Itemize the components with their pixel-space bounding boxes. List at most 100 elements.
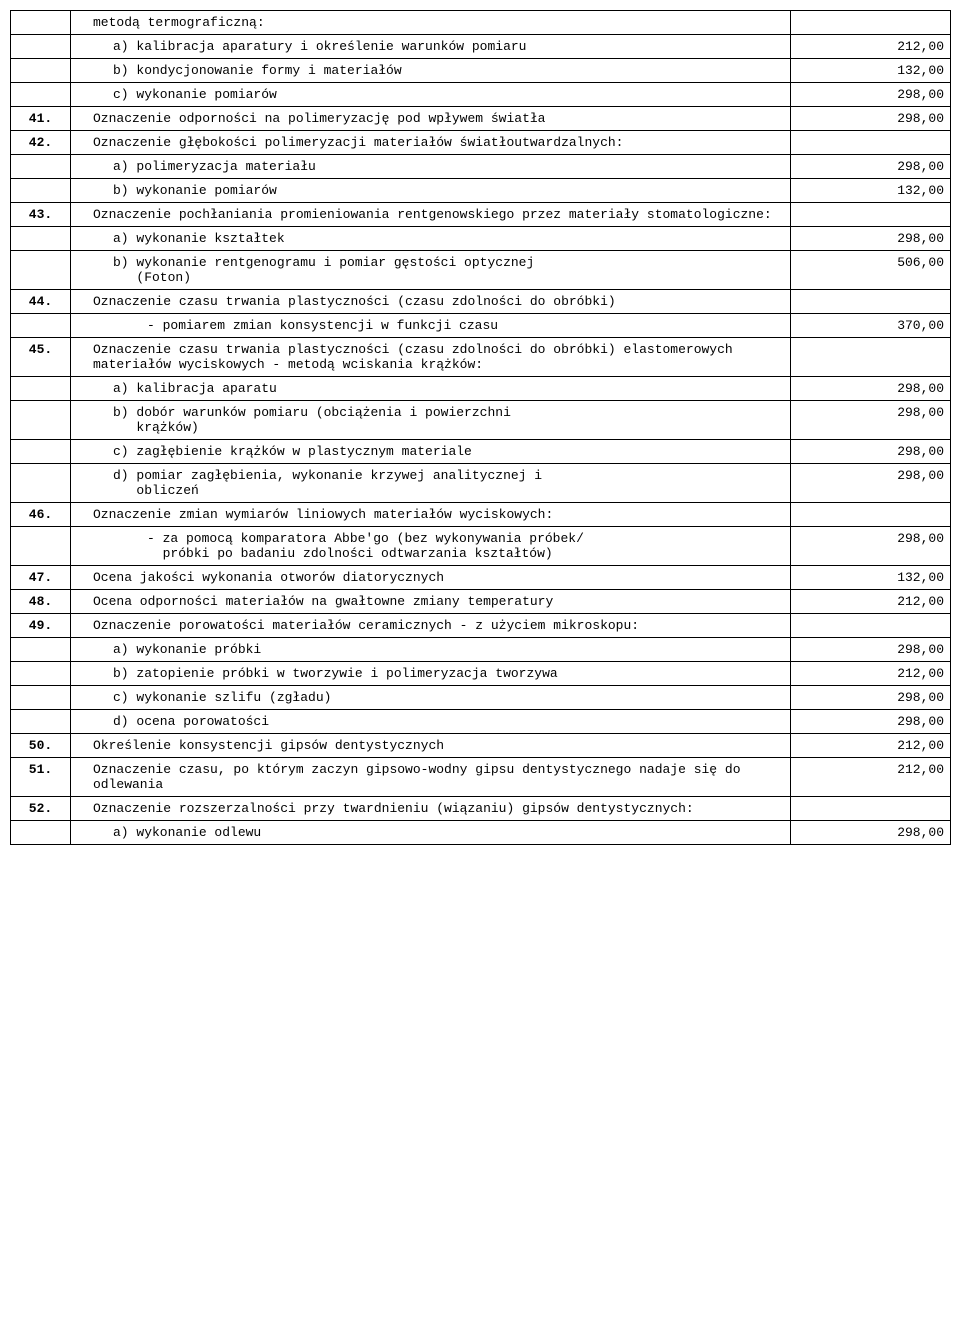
row-price: 506,00 [791, 251, 951, 290]
row-number [11, 464, 71, 503]
row-price: 212,00 [791, 662, 951, 686]
row-number [11, 401, 71, 440]
row-price [791, 131, 951, 155]
row-description: Określenie konsystencji gipsów dentystyc… [71, 734, 791, 758]
table-row: metodą termograficzną: [11, 11, 951, 35]
table-row: a) wykonanie próbki298,00 [11, 638, 951, 662]
row-number [11, 377, 71, 401]
row-description: b) wykonanie rentgenogramu i pomiar gęst… [71, 251, 791, 290]
row-number [11, 686, 71, 710]
row-price: 298,00 [791, 821, 951, 845]
table-row: d) ocena porowatości298,00 [11, 710, 951, 734]
row-description: a) wykonanie odlewu [71, 821, 791, 845]
row-description: a) kalibracja aparatu [71, 377, 791, 401]
row-description: c) wykonanie pomiarów [71, 83, 791, 107]
row-description: a) polimeryzacja materiału [71, 155, 791, 179]
row-number [11, 35, 71, 59]
row-description: b) zatopienie próbki w tworzywie i polim… [71, 662, 791, 686]
row-price: 298,00 [791, 227, 951, 251]
table-row: 44.Oznaczenie czasu trwania plastycznośc… [11, 290, 951, 314]
row-number [11, 155, 71, 179]
row-number [11, 11, 71, 35]
table-row: 52.Oznaczenie rozszerzalności przy tward… [11, 797, 951, 821]
table-row: 41.Oznaczenie odporności na polimeryzacj… [11, 107, 951, 131]
row-number: 50. [11, 734, 71, 758]
table-row: 43.Oznaczenie pochłaniania promieniowani… [11, 203, 951, 227]
row-price: 298,00 [791, 155, 951, 179]
row-price: 370,00 [791, 314, 951, 338]
row-price: 212,00 [791, 734, 951, 758]
row-description: Oznaczenie zmian wymiarów liniowych mate… [71, 503, 791, 527]
row-number [11, 251, 71, 290]
row-description: Oznaczenie rozszerzalności przy twardnie… [71, 797, 791, 821]
row-description: - pomiarem zmian konsystencji w funkcji … [71, 314, 791, 338]
row-number: 52. [11, 797, 71, 821]
table-row: d) pomiar zagłębienia, wykonanie krzywej… [11, 464, 951, 503]
table-row: c) wykonanie szlifu (zgładu)298,00 [11, 686, 951, 710]
row-number: 42. [11, 131, 71, 155]
row-description: d) pomiar zagłębienia, wykonanie krzywej… [71, 464, 791, 503]
row-price [791, 503, 951, 527]
row-price: 298,00 [791, 83, 951, 107]
row-description: Oznaczenie czasu, po którym zaczyn gipso… [71, 758, 791, 797]
table-row: a) polimeryzacja materiału298,00 [11, 155, 951, 179]
row-description: Oznaczenie odporności na polimeryzację p… [71, 107, 791, 131]
row-number: 45. [11, 338, 71, 377]
row-price: 298,00 [791, 107, 951, 131]
row-description: c) wykonanie szlifu (zgładu) [71, 686, 791, 710]
row-number [11, 662, 71, 686]
row-description: Ocena odporności materiałów na gwałtowne… [71, 590, 791, 614]
row-number [11, 527, 71, 566]
table-row: b) wykonanie rentgenogramu i pomiar gęst… [11, 251, 951, 290]
row-number [11, 83, 71, 107]
table-row: 47.Ocena jakości wykonania otworów diato… [11, 566, 951, 590]
table-row: - za pomocą komparatora Abbe'go (bez wyk… [11, 527, 951, 566]
table-row: 42.Oznaczenie głębokości polimeryzacji m… [11, 131, 951, 155]
row-number [11, 821, 71, 845]
row-price: 212,00 [791, 35, 951, 59]
row-number [11, 179, 71, 203]
pricing-table: metodą termograficzną:a) kalibracja apar… [10, 10, 951, 845]
table-row: 46.Oznaczenie zmian wymiarów liniowych m… [11, 503, 951, 527]
row-description: a) wykonanie kształtek [71, 227, 791, 251]
row-description: c) zagłębienie krążków w plastycznym mat… [71, 440, 791, 464]
table-row: b) dobór warunków pomiaru (obciążenia i … [11, 401, 951, 440]
row-price: 298,00 [791, 527, 951, 566]
row-number: 48. [11, 590, 71, 614]
row-number [11, 314, 71, 338]
table-row: 50.Określenie konsystencji gipsów dentys… [11, 734, 951, 758]
row-number [11, 59, 71, 83]
row-number [11, 638, 71, 662]
table-row: a) kalibracja aparatu298,00 [11, 377, 951, 401]
row-number: 46. [11, 503, 71, 527]
row-price [791, 290, 951, 314]
row-price: 298,00 [791, 464, 951, 503]
row-price: 132,00 [791, 566, 951, 590]
table-row: c) zagłębienie krążków w plastycznym mat… [11, 440, 951, 464]
row-number: 51. [11, 758, 71, 797]
row-price: 298,00 [791, 638, 951, 662]
table-row: 48.Ocena odporności materiałów na gwałto… [11, 590, 951, 614]
table-row: a) wykonanie odlewu298,00 [11, 821, 951, 845]
row-price: 298,00 [791, 377, 951, 401]
row-description: a) kalibracja aparatury i określenie war… [71, 35, 791, 59]
row-price: 132,00 [791, 179, 951, 203]
row-description: d) ocena porowatości [71, 710, 791, 734]
table-row: 45.Oznaczenie czasu trwania plastycznośc… [11, 338, 951, 377]
row-price: 298,00 [791, 440, 951, 464]
row-description: Oznaczenie czasu trwania plastyczności (… [71, 290, 791, 314]
row-number: 43. [11, 203, 71, 227]
row-number: 49. [11, 614, 71, 638]
row-number: 41. [11, 107, 71, 131]
row-description: Oznaczenie czasu trwania plastyczności (… [71, 338, 791, 377]
row-number: 47. [11, 566, 71, 590]
row-price: 212,00 [791, 590, 951, 614]
table-row: a) kalibracja aparatury i określenie war… [11, 35, 951, 59]
row-description: Ocena jakości wykonania otworów diatoryc… [71, 566, 791, 590]
row-number [11, 710, 71, 734]
row-number [11, 440, 71, 464]
row-description: metodą termograficzną: [71, 11, 791, 35]
row-description: Oznaczenie pochłaniania promieniowania r… [71, 203, 791, 227]
row-price [791, 797, 951, 821]
row-price [791, 203, 951, 227]
